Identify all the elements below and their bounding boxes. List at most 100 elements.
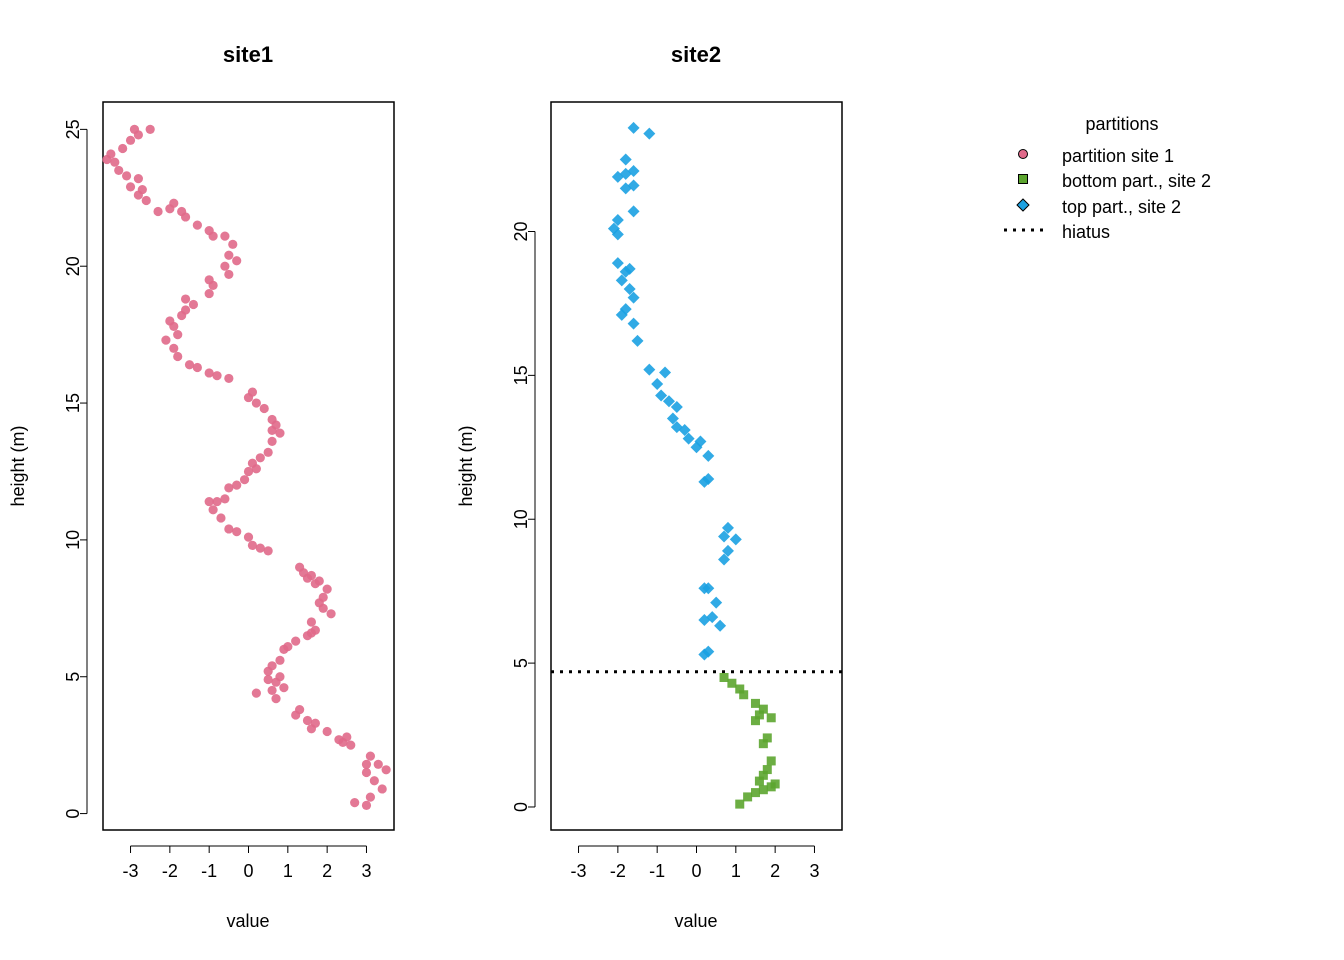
data-point [184, 360, 195, 370]
data-point [758, 739, 768, 749]
data-point [173, 351, 183, 362]
data-point [682, 432, 695, 445]
data-point [306, 570, 317, 581]
data-point [721, 521, 734, 534]
data-point [247, 458, 258, 468]
data-point [607, 222, 620, 235]
data-point [224, 269, 234, 280]
data-point [247, 387, 258, 397]
data-point [125, 135, 136, 145]
data-point [228, 239, 238, 249]
site1-y-axis-label: height (m) [8, 425, 28, 506]
data-point [735, 684, 745, 694]
data-point [714, 619, 727, 632]
data-point [232, 527, 242, 537]
data-point [310, 625, 320, 635]
data-point [118, 143, 128, 154]
y-tick-label: 20 [63, 256, 83, 276]
data-point [180, 305, 191, 315]
data-point [247, 540, 258, 550]
legend-entry-hiatus: hiatus [1004, 222, 1110, 242]
data-point [110, 157, 120, 167]
data-point [295, 704, 305, 715]
data-point [615, 274, 628, 287]
data-point [750, 788, 760, 798]
data-point [361, 767, 372, 778]
x-tick-label: 0 [243, 861, 253, 881]
data-point [204, 226, 214, 236]
legend-label: hiatus [1062, 222, 1110, 242]
data-point [224, 250, 234, 260]
data-point [291, 636, 301, 646]
data-point [670, 401, 683, 414]
y-tick-label: 15 [63, 393, 83, 413]
data-point [631, 334, 644, 347]
data-point [165, 204, 175, 214]
y-tick-label: 15 [511, 365, 531, 385]
data-point [232, 256, 242, 266]
data-point [192, 220, 202, 230]
data-point [762, 765, 772, 775]
data-point [766, 756, 776, 766]
data-point [322, 584, 332, 594]
data-point [220, 231, 230, 241]
data-point [721, 544, 734, 557]
data-point [718, 553, 731, 566]
x-tick-label: -2 [610, 861, 626, 881]
data-point [373, 759, 383, 769]
data-point [758, 704, 768, 714]
data-point [698, 582, 711, 595]
data-point [306, 617, 317, 627]
data-point [169, 343, 179, 353]
data-point [220, 494, 230, 504]
data-point [310, 718, 320, 728]
data-point [212, 371, 222, 381]
data-point [255, 453, 265, 463]
data-point [754, 710, 764, 720]
data-point [346, 740, 356, 750]
legend-label: partition site 1 [1062, 146, 1174, 166]
y-tick-label: 25 [63, 119, 83, 139]
data-point [365, 751, 376, 761]
x-tick-label: 2 [770, 861, 780, 881]
x-tick-label: -1 [201, 861, 217, 881]
data-point [623, 262, 636, 275]
data-point [627, 165, 640, 178]
data-point [137, 184, 147, 195]
data-point [129, 124, 140, 134]
data-point [204, 275, 214, 285]
legend-entry-top-part-site-2: top part., site 2 [1016, 197, 1181, 217]
data-point [750, 716, 760, 726]
x-tick-label: -3 [571, 861, 587, 881]
y-tick-label: 0 [511, 802, 531, 812]
data-point [114, 165, 124, 176]
data-point [177, 206, 187, 217]
data-point [121, 171, 132, 181]
data-point [377, 784, 387, 794]
series-top-part-site-2 [607, 121, 742, 661]
data-point [770, 779, 780, 789]
data-point [251, 688, 261, 698]
x-tick-label: 1 [283, 861, 293, 881]
data-point [204, 288, 214, 299]
data-point [263, 447, 273, 457]
data-point [275, 672, 285, 682]
data-point [718, 530, 731, 543]
data-point [279, 683, 289, 693]
data-point [188, 299, 199, 310]
legend-circle-marker [1018, 149, 1028, 159]
site1-title: site1 [223, 42, 273, 67]
data-point [208, 505, 218, 515]
y-tick-label: 10 [63, 530, 83, 550]
data-point [615, 308, 628, 321]
x-tick-label: 0 [691, 861, 701, 881]
legend-diamond-marker [1016, 198, 1030, 212]
data-point [145, 124, 155, 134]
series-partition-site-1 [102, 124, 391, 810]
data-point [326, 609, 336, 619]
data-point [255, 543, 265, 553]
x-tick-label: -3 [123, 861, 139, 881]
data-point [758, 770, 768, 780]
plot-frame [102, 101, 395, 831]
site1-panel: site1 value height (m) -3 -2 -1 0 1 2 3 0 5 10 15 2… [8, 42, 395, 931]
